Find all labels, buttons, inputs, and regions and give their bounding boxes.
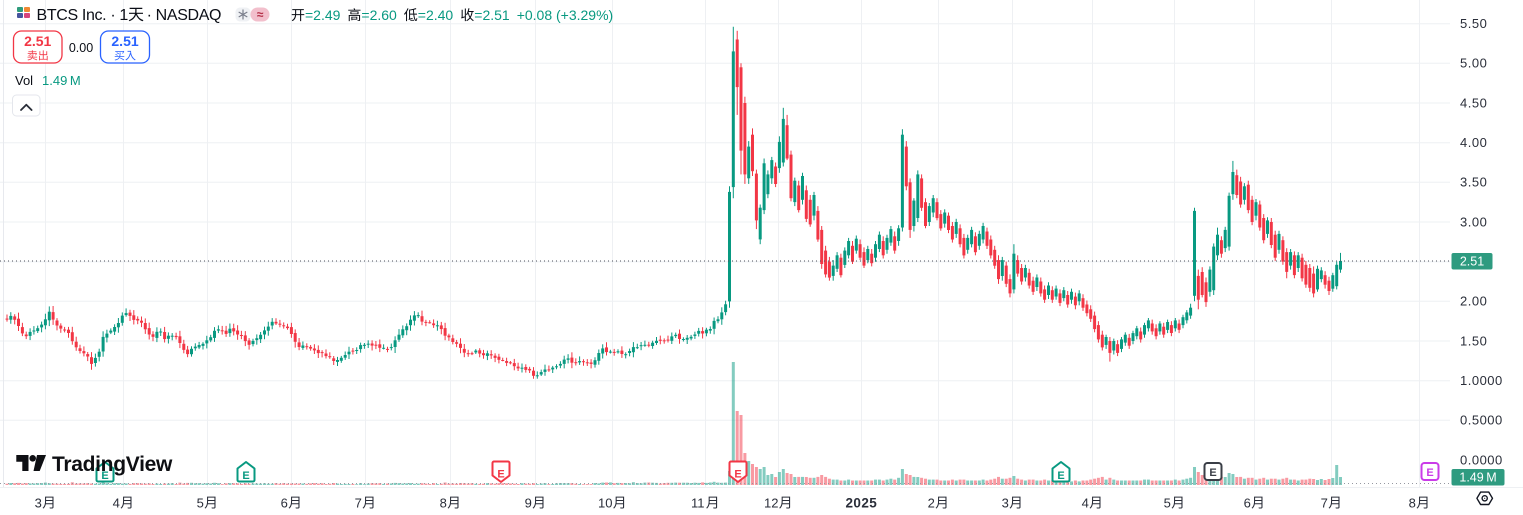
svg-text:7: 7 xyxy=(355,496,362,511)
svg-text:7: 7 xyxy=(1321,496,1328,511)
svg-text:6: 6 xyxy=(1244,496,1251,511)
svg-text:E: E xyxy=(497,469,504,481)
svg-text:4.50: 4.50 xyxy=(1460,95,1487,110)
svg-text:0.0000: 0.0000 xyxy=(1460,452,1503,467)
svg-text:TradingView: TradingView xyxy=(52,453,173,476)
svg-text:2: 2 xyxy=(928,496,935,511)
svg-text:E: E xyxy=(101,470,108,482)
svg-text:E: E xyxy=(734,469,741,481)
svg-text:6: 6 xyxy=(281,496,288,511)
svg-text:+0.08 (+3.29%): +0.08 (+3.29%) xyxy=(517,7,614,23)
svg-text:E: E xyxy=(1426,467,1433,479)
svg-text:3.00: 3.00 xyxy=(1460,214,1487,229)
svg-text:5: 5 xyxy=(197,496,204,511)
svg-text:2.51: 2.51 xyxy=(24,33,51,49)
svg-text:2.00: 2.00 xyxy=(1460,294,1487,309)
svg-text:BTCS Inc. · 1: BTCS Inc. · 1 xyxy=(37,7,129,24)
svg-text:1.49 M: 1.49 M xyxy=(42,73,81,88)
svg-text:1.49 M: 1.49 M xyxy=(1459,471,1496,485)
svg-text:2.51: 2.51 xyxy=(1460,255,1484,269)
svg-text:9: 9 xyxy=(525,496,532,511)
svg-text:8: 8 xyxy=(1409,496,1416,511)
svg-text:=2.51: =2.51 xyxy=(474,7,510,23)
svg-text:3.50: 3.50 xyxy=(1460,175,1487,190)
svg-text:12: 12 xyxy=(764,496,778,511)
svg-text:Vol: Vol xyxy=(15,73,33,88)
svg-text:E: E xyxy=(242,470,249,482)
svg-text:2.51: 2.51 xyxy=(111,33,138,49)
svg-text:=2.40: =2.40 xyxy=(418,7,454,23)
svg-text:5.00: 5.00 xyxy=(1460,56,1487,71)
svg-text:11: 11 xyxy=(691,496,705,511)
svg-text:4: 4 xyxy=(1082,496,1089,511)
svg-text:4: 4 xyxy=(113,496,120,511)
svg-text:1.50: 1.50 xyxy=(1460,333,1487,348)
svg-text:E: E xyxy=(1209,467,1216,479)
svg-text:=2.60: =2.60 xyxy=(361,7,397,23)
svg-text:0.00: 0.00 xyxy=(69,41,93,55)
svg-text:E: E xyxy=(1057,470,1064,482)
svg-text:3: 3 xyxy=(1002,496,1009,511)
svg-text:10: 10 xyxy=(598,496,612,511)
svg-text:2025: 2025 xyxy=(846,496,878,511)
svg-text:8: 8 xyxy=(440,496,447,511)
svg-text:4.00: 4.00 xyxy=(1460,135,1487,150)
svg-text:1.0000: 1.0000 xyxy=(1460,373,1503,388)
svg-text:· NASDAQ: · NASDAQ xyxy=(147,7,222,24)
svg-text:3: 3 xyxy=(35,496,42,511)
svg-text:0.5000: 0.5000 xyxy=(1460,413,1503,428)
svg-text:5.50: 5.50 xyxy=(1460,16,1487,31)
svg-text:5: 5 xyxy=(1164,496,1171,511)
svg-text:=2.49: =2.49 xyxy=(305,7,341,23)
svg-text:≈: ≈ xyxy=(257,8,264,22)
